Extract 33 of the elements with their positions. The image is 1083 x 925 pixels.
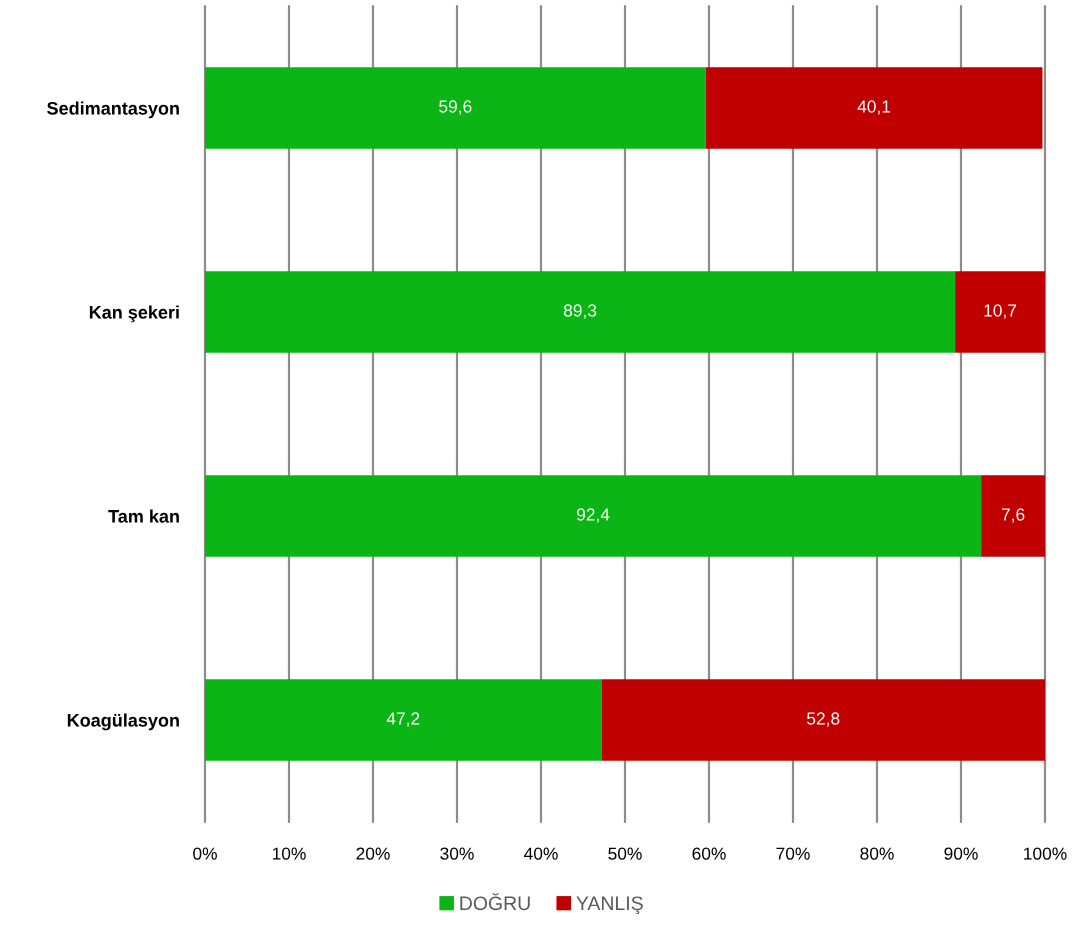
legend-label: DOĞRU [460,893,530,911]
data-label: 47,2 [386,712,420,727]
y-tick-label: Koagülasyon [67,713,179,731]
bar [981,475,1045,557]
data-label: 7,6 [1001,508,1025,523]
data-label: 52,8 [807,712,840,727]
bar [955,271,1045,353]
y-tick-label: Tam kan [108,509,179,523]
bar [205,475,982,557]
bar [205,679,602,761]
data-label: 59,6 [439,100,472,115]
x-tick-label: 0% [193,847,217,860]
x-tick-label: 80% [860,847,894,860]
legend-label: YANLIŞ [576,896,643,915]
x-tick-label: 70% [776,847,810,860]
x-tick-label: 30% [440,847,474,860]
bar [205,271,956,353]
bar [601,679,1045,761]
data-label: 92,4 [577,508,610,523]
x-tick-label: 50% [608,847,642,860]
y-tick-label: Kan şekeri [89,305,179,323]
x-tick-label: 100% [1024,847,1067,860]
x-tick-label: 60% [692,847,726,860]
y-tick-label: Sedimantasyon [47,101,179,119]
bar [705,67,1043,149]
x-tick-label: 20% [356,847,390,860]
data-label: 40,1 [857,100,891,115]
x-tick-label: 10% [272,847,306,860]
bar [205,67,706,149]
x-tick-label: 90% [944,847,978,860]
data-label: 89,3 [563,304,597,319]
x-tick-label: 40% [524,847,558,860]
data-label: 10,7 [984,304,1017,319]
